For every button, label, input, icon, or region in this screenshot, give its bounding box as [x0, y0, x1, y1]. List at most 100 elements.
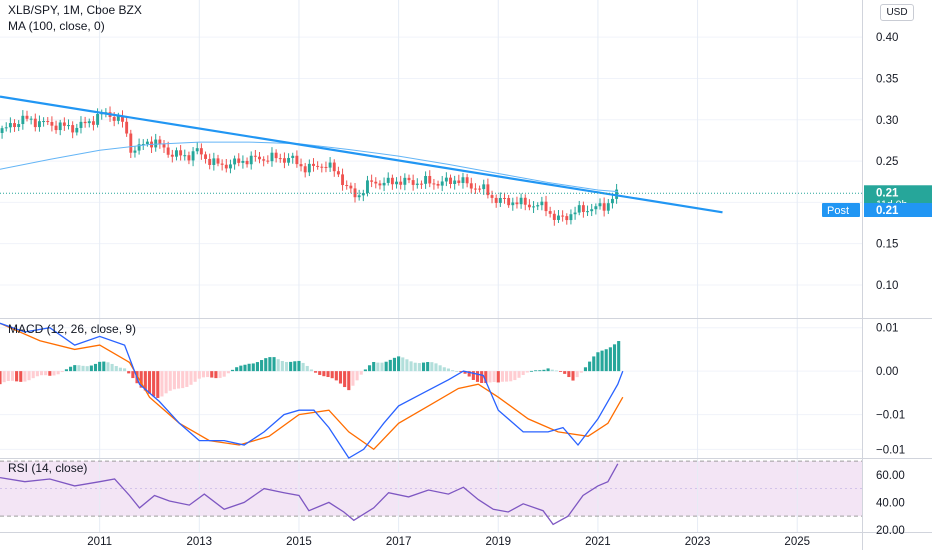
candle-body	[133, 150, 137, 153]
candle-body	[552, 213, 556, 220]
candle-body	[175, 150, 178, 157]
macd-histogram-bar	[6, 371, 10, 381]
macd-histogram-bar	[284, 361, 289, 372]
macd-histogram-bar	[529, 370, 534, 372]
candle-body	[403, 177, 407, 185]
candle-body	[523, 197, 527, 205]
macd-histogram-bar	[538, 370, 542, 372]
macd-histogram-bar	[260, 360, 264, 372]
macd-histogram-bar	[355, 371, 359, 381]
macd-histogram-bar	[372, 361, 376, 372]
macd-histogram-bar	[367, 365, 372, 372]
candle-body	[606, 203, 610, 211]
candle-body	[548, 211, 552, 214]
macd-histogram-bar	[604, 349, 608, 372]
candle-body	[428, 175, 432, 184]
candle-body	[249, 155, 253, 165]
macd-histogram-bar	[39, 371, 44, 376]
candle-body	[407, 177, 411, 181]
price-legend-symbol[interactable]: XLB/SPY, 1M, Cboe BZX	[8, 3, 142, 17]
macd-histogram-bar	[230, 369, 235, 372]
candle-body	[565, 216, 569, 221]
candle-body	[353, 188, 357, 198]
candle-body	[162, 144, 166, 148]
rsi-axis-label: 20.00	[876, 525, 905, 537]
candle-body	[432, 183, 436, 185]
candle-body	[208, 158, 212, 165]
candle-body	[511, 202, 515, 206]
time-axis-label: 2011	[87, 536, 112, 548]
candle-body	[8, 123, 12, 128]
macd-histogram-bar	[571, 371, 575, 381]
candle-body	[390, 177, 394, 185]
macd-axis-label: −0.01	[876, 444, 905, 456]
macd-axis-label: 0.01	[876, 323, 898, 335]
macd-histogram-bar	[347, 371, 351, 391]
macd-histogram-bar	[77, 365, 81, 372]
candle-body	[13, 123, 16, 128]
macd-histogram-bar	[438, 365, 442, 372]
macd-histogram-bar	[139, 371, 143, 388]
time-axis-label: 2023	[685, 536, 711, 548]
candle-body	[195, 148, 199, 152]
macd-histogram-bar	[289, 361, 293, 372]
candle-body	[336, 171, 340, 175]
candle-body	[449, 177, 452, 184]
macd-histogram-bar	[52, 371, 56, 376]
candle-body	[79, 121, 83, 128]
macd-histogram-bar	[243, 364, 247, 372]
price-axis-label: 0.35	[876, 73, 898, 85]
macd-histogram-bar	[93, 363, 98, 372]
candle-body	[307, 163, 311, 173]
macd-histogram-bar	[459, 371, 463, 373]
macd-histogram-bar	[588, 361, 592, 372]
candle-body	[345, 185, 349, 187]
price-axis-label: 0.25	[876, 156, 898, 168]
macd-histogram-bar	[168, 371, 172, 391]
candle-body	[274, 152, 278, 159]
macd-histogram-bar	[500, 371, 504, 382]
macd-histogram-bar	[554, 370, 558, 372]
macd-histogram-bar	[359, 371, 363, 375]
candle-body	[158, 139, 162, 145]
candle-body	[187, 155, 191, 161]
macd-histogram-bar	[376, 362, 380, 372]
currency-button[interactable]: USD	[880, 4, 914, 21]
macd-histogram-bar	[239, 365, 243, 372]
candle-body	[212, 158, 216, 165]
candle-body	[183, 155, 187, 157]
rsi-axis-label: 40.00	[876, 497, 905, 509]
macd-legend[interactable]: MACD (12, 26, close, 9)	[8, 322, 137, 336]
candle-body	[83, 121, 87, 124]
candle-body	[295, 155, 299, 165]
macd-histogram-bar	[255, 362, 259, 372]
macd-histogram-bar	[467, 371, 471, 377]
time-axis-label: 2021	[585, 536, 611, 548]
candle-body	[62, 122, 66, 126]
candle-body	[33, 118, 37, 128]
candle-body	[71, 125, 75, 133]
candle-body	[544, 201, 548, 212]
macd-histogram-bar	[73, 365, 77, 372]
macd-histogram-bar	[102, 361, 106, 372]
rsi-legend[interactable]: RSI (14, close)	[8, 461, 88, 475]
macd-histogram-bar	[451, 370, 455, 372]
macd-histogram-bar	[575, 371, 579, 378]
macd-histogram-bar	[69, 366, 73, 372]
candle-body	[137, 144, 141, 151]
candle-body	[191, 151, 195, 161]
macd-histogram-bar	[397, 356, 401, 372]
time-axis-label: 2013	[187, 536, 213, 548]
macd-histogram-bar	[351, 371, 355, 386]
candle-body	[91, 121, 95, 125]
ma-legend[interactable]: MA (100, close, 0)	[8, 19, 105, 33]
macd-histogram-bar	[322, 371, 326, 377]
candle-body	[436, 183, 440, 186]
candle-body	[320, 166, 324, 168]
candle-body	[415, 183, 419, 185]
candle-body	[116, 115, 120, 121]
macd-axis-label: −0.01	[876, 410, 905, 422]
candle-body	[473, 188, 477, 190]
candle-body	[461, 177, 465, 183]
